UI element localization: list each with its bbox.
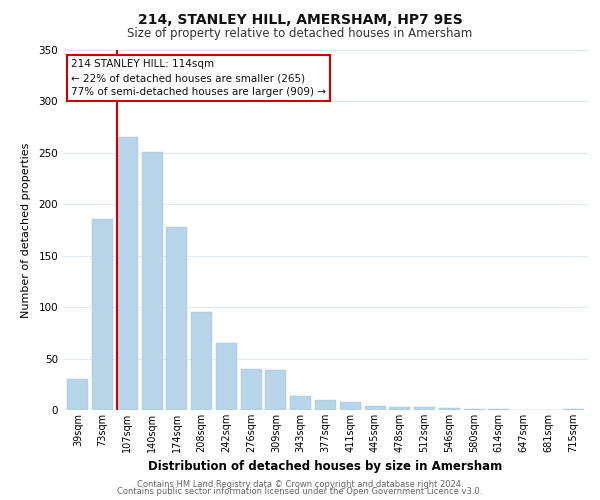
- Bar: [67, 379, 88, 410]
- Text: Contains public sector information licensed under the Open Government Licence v3: Contains public sector information licen…: [118, 488, 482, 496]
- Text: Contains HM Land Registry data © Crown copyright and database right 2024.: Contains HM Land Registry data © Crown c…: [137, 480, 463, 489]
- Bar: [365, 406, 386, 410]
- Bar: [563, 409, 584, 410]
- Bar: [315, 400, 336, 410]
- Bar: [290, 396, 311, 410]
- Bar: [414, 407, 435, 410]
- Bar: [92, 218, 113, 410]
- Bar: [117, 138, 138, 410]
- Bar: [389, 407, 410, 410]
- Text: 214 STANLEY HILL: 114sqm
← 22% of detached houses are smaller (265)
77% of semi-: 214 STANLEY HILL: 114sqm ← 22% of detach…: [71, 59, 326, 97]
- Bar: [439, 408, 460, 410]
- Y-axis label: Number of detached properties: Number of detached properties: [22, 142, 31, 318]
- Bar: [191, 312, 212, 410]
- Bar: [142, 152, 163, 410]
- Bar: [216, 343, 237, 410]
- Bar: [464, 409, 485, 410]
- X-axis label: Distribution of detached houses by size in Amersham: Distribution of detached houses by size …: [148, 460, 503, 473]
- Bar: [166, 227, 187, 410]
- Bar: [241, 369, 262, 410]
- Bar: [265, 370, 286, 410]
- Text: 214, STANLEY HILL, AMERSHAM, HP7 9ES: 214, STANLEY HILL, AMERSHAM, HP7 9ES: [137, 12, 463, 26]
- Bar: [340, 402, 361, 410]
- Text: Size of property relative to detached houses in Amersham: Size of property relative to detached ho…: [127, 28, 473, 40]
- Bar: [488, 409, 509, 410]
